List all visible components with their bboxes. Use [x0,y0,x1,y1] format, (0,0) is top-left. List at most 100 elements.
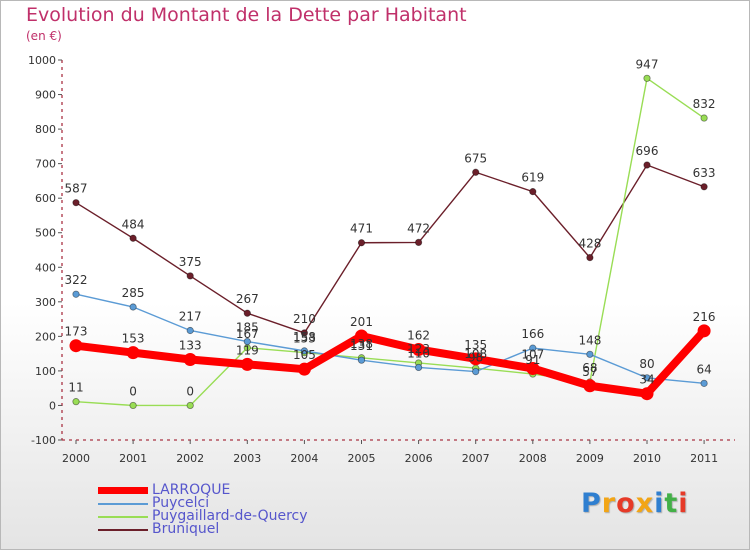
data-label: 131 [350,339,373,353]
data-point [643,161,651,169]
data-point [129,234,137,242]
y-tick-label: 500 [35,227,56,240]
x-tick-label: 2009 [576,452,604,465]
data-point [640,387,654,401]
data-label: 107 [521,347,544,361]
legend-label: Bruniquel [152,521,220,537]
data-label: 619 [521,171,544,185]
data-point [583,379,597,393]
data-point [472,367,480,376]
data-point [697,324,711,338]
chart-unit: (en €) [26,29,62,43]
data-point [586,350,594,358]
logo-letter: i [654,488,665,519]
data-point [69,339,83,353]
logo-letter: t [664,488,679,519]
data-label: 34 [639,373,654,387]
data-point [529,344,537,352]
data-point [357,239,366,247]
data-labels: 173 153 133 119 105 201 162 135 107 57 34 216 322 285… [65,57,716,398]
data-label: 138 [350,337,373,351]
data-point [126,346,140,360]
chart-title: Evolution du Montant de la Dette par Hab… [26,4,467,26]
data-point [297,362,311,376]
data-point [357,356,366,364]
data-label: 57 [582,365,597,379]
data-label: 80 [639,357,654,371]
data-label: 148 [578,333,601,347]
data-label: 675 [464,151,487,165]
legend-swatch [98,503,148,505]
data-label: 322 [65,273,88,287]
data-point [183,353,197,367]
data-point [243,309,251,317]
data-label: 471 [350,222,373,236]
data-point [72,199,80,207]
data-label: 285 [122,286,145,300]
legend-label: Puygaillard-de-Quercy [152,508,308,524]
legend-swatch [98,529,148,531]
data-label: 91 [525,353,540,367]
x-tick-label: 2003 [233,452,261,465]
data-point [526,361,540,375]
data-point [414,363,423,372]
legend-swatch [98,487,148,494]
x-tick-label: 2004 [290,452,318,465]
data-point [129,401,137,410]
data-label: 166 [521,327,544,341]
legend-label: Puycelci [152,495,210,511]
chart-axes: -100010020030040050060070080090010002000… [28,54,735,465]
data-label: 153 [293,332,316,346]
data-label: 119 [236,343,259,357]
data-label: 105 [293,348,316,362]
y-tick-label: 0 [49,399,56,412]
data-label: 68 [582,361,597,375]
data-point [469,352,483,366]
x-tick-label: 2008 [519,452,547,465]
data-label: 947 [636,57,659,71]
data-label: 98 [468,351,483,365]
data-label: 0 [129,384,137,398]
data-point [643,74,651,82]
data-label: 201 [350,315,373,329]
series-line-puycelci [75,293,705,385]
data-label: 185 [236,321,259,335]
data-point [186,401,194,410]
data-label: 108 [464,347,487,361]
proxiti-logo: Proxiti [581,488,689,519]
y-tick-label: 1000 [28,54,56,67]
data-label: 832 [693,97,716,111]
data-point [472,168,480,176]
data-label: 472 [407,221,430,235]
data-label: 123 [407,342,430,356]
x-tick-label: 2007 [462,452,490,465]
data-label: 0 [186,384,194,398]
data-label: 153 [122,332,145,346]
data-point [300,347,308,355]
series-points [69,74,711,410]
data-point [412,342,426,356]
data-label: 696 [636,144,659,158]
data-label: 110 [407,346,430,360]
data-point [700,379,708,387]
y-tick-label: -100 [31,434,56,447]
logo-letter: r [601,488,617,519]
data-label: 484 [122,217,145,231]
data-label: 173 [65,325,88,339]
y-tick-label: 600 [35,192,56,205]
data-label: 11 [68,381,83,395]
data-point [700,183,708,191]
data-point [243,337,251,346]
y-tick-label: 900 [35,89,56,102]
data-point [586,254,594,262]
data-label: 216 [693,310,716,324]
data-point [186,326,194,335]
data-label: 64 [696,362,711,376]
data-point [643,374,651,382]
logo-letter: P [581,488,602,519]
data-point [355,329,368,343]
data-label: 267 [236,292,259,306]
x-tick-label: 2010 [633,452,661,465]
data-label: 158 [293,330,316,344]
data-point [129,303,137,311]
